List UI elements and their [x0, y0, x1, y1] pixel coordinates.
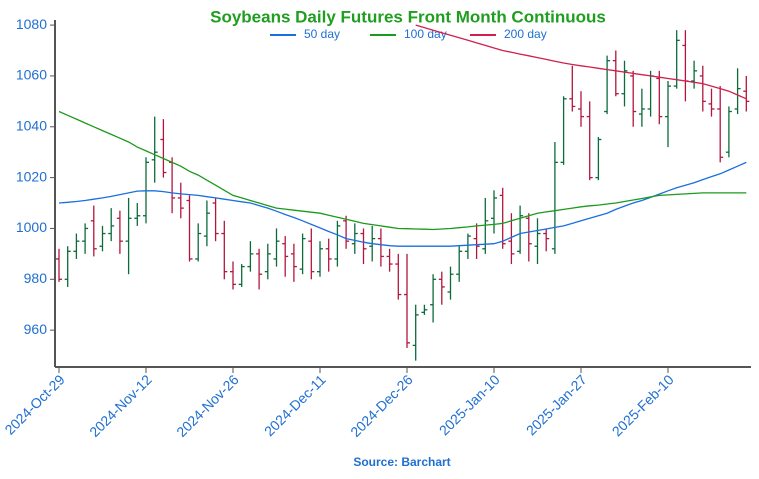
y-tick-label: 960 — [24, 321, 48, 337]
x-tick-label: 2024-Nov-26 — [173, 371, 242, 440]
x-tick-label: 2024-Nov-12 — [86, 371, 155, 440]
x-tick-label: 2025-Jan-10 — [436, 371, 503, 438]
y-tick-label: 1000 — [16, 219, 47, 235]
legend-label: 100 day — [404, 27, 447, 41]
y-tick-label: 1020 — [16, 168, 47, 184]
y-tick-label: 1060 — [16, 67, 47, 83]
y-tick-label: 1080 — [16, 16, 47, 32]
x-tick-label: 2024-Dec-11 — [261, 371, 329, 439]
chart-title: Soybeans Daily Futures Front Month Conti… — [210, 7, 606, 26]
ma-line — [58, 161, 747, 247]
x-tick-label: 2025-Feb-10 — [609, 371, 677, 439]
legend-label: 200 day — [504, 27, 547, 41]
y-tick-label: 980 — [24, 270, 48, 286]
source: Source: Barchart — [353, 455, 450, 469]
x-tick-label: 2025-Jan-27 — [523, 371, 590, 438]
ma-line — [415, 24, 747, 100]
x-tick-label: 2024-Oct-29 — [1, 371, 67, 437]
ma-line — [58, 110, 747, 231]
y-tick-label: 1040 — [16, 117, 47, 133]
legend-label: 50 day — [304, 27, 340, 41]
x-tick-label: 2024-Dec-26 — [347, 371, 416, 440]
